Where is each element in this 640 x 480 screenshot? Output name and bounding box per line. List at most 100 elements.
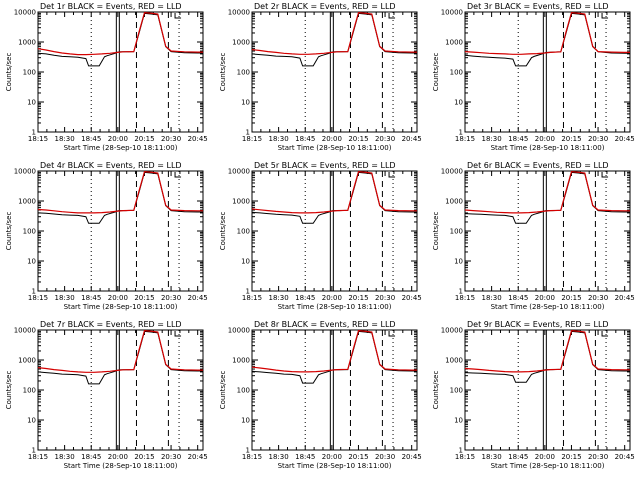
y-tick-label: 10000 [441,327,463,335]
y-tick-label: 10 [241,417,250,425]
panel-title: Det 8r BLACK = Events, RED = LLD [254,320,396,329]
plot-frame [251,329,418,451]
series-line-events [251,12,417,67]
x-tick-label: 20:45 [402,453,422,461]
x-tick-label: 20:30 [588,453,608,461]
plot-frame [251,170,418,292]
series-line-lld [251,12,417,55]
x-tick-label: 18:45 [81,453,101,461]
series-line-events [251,330,417,384]
y-tick-label: 1 [246,288,250,296]
x-tick-label: 20:45 [615,453,635,461]
y-tick-label: 100 [23,69,36,77]
x-tick-label: 20:45 [188,453,208,461]
y-tick-label: 100 [237,69,250,77]
y-tick-label: 1000 [232,198,250,206]
y-tick-label: 10000 [14,168,36,176]
panel-title: Det 5r BLACK = Events, RED = LLD [254,161,396,170]
panel-title: Det 7r BLACK = Events, RED = LLD [40,320,182,329]
panel-title: Det 3r BLACK = Events, RED = LLD [467,2,609,11]
y-tick-label: 1000 [18,357,36,365]
x-tick-label: 18:45 [508,135,528,143]
x-tick-label: 20:15 [134,294,154,302]
panel-title: Det 9r BLACK = Events, RED = LLD [467,320,609,329]
x-axis-label: Start Time (28-Sep-10 18:11:00) [64,144,178,152]
bracket-mark [388,172,396,178]
x-tick-label: 20:15 [348,135,368,143]
x-tick-label: 20:45 [188,135,208,143]
x-tick-label: 18:45 [295,453,315,461]
x-tick-label: 18:30 [482,135,502,143]
x-tick-label: 20:00 [108,453,128,461]
x-tick-label: 20:45 [615,294,635,302]
series-line-lld [464,12,630,55]
series-line-lld [37,330,203,373]
y-tick-label: 10 [27,258,36,266]
x-tick-label: 18:30 [482,294,502,302]
x-tick-label: 20:30 [375,135,395,143]
y-axis-label: Counts/sec [432,53,440,92]
x-tick-label: 18:15 [242,294,262,302]
y-tick-label: 1000 [445,357,463,365]
x-tick-label: 20:30 [161,453,181,461]
bracket-mark [388,13,396,19]
y-tick-label: 100 [23,387,36,395]
x-tick-label: 20:30 [375,294,395,302]
y-tick-label: 100 [23,228,36,236]
plot-frame [37,170,204,292]
x-axis-label: Start Time (28-Sep-10 18:11:00) [491,462,605,470]
x-axis-label: Start Time (28-Sep-10 18:11:00) [278,462,392,470]
series-line-lld [251,171,417,214]
x-tick-label: 18:45 [81,294,101,302]
series-line-lld [464,171,630,214]
x-tick-label: 20:15 [561,294,581,302]
detector-panel-7: Det 7r BLACK = Events, RED = LLD 1 10 100 10… [5,320,208,470]
y-tick-label: 1 [246,129,250,137]
y-axis-label: Counts/sec [432,212,440,251]
y-tick-label: 1 [32,129,36,137]
x-axis-label: Start Time (28-Sep-10 18:11:00) [491,144,605,152]
x-tick-label: 18:30 [55,453,75,461]
x-axis-label: Start Time (28-Sep-10 18:11:00) [64,303,178,311]
x-tick-label: 18:30 [269,453,289,461]
bracket-mark [601,13,609,19]
x-tick-label: 20:00 [108,135,128,143]
y-tick-label: 1 [32,288,36,296]
y-tick-label: 1 [459,129,463,137]
x-tick-label: 20:30 [588,135,608,143]
y-tick-label: 10 [27,417,36,425]
y-tick-label: 10000 [228,9,250,17]
plot-frame [37,329,204,451]
plot-frame [464,329,631,451]
y-tick-label: 1 [459,447,463,455]
x-tick-label: 18:30 [269,294,289,302]
x-tick-label: 18:15 [242,135,262,143]
series-line-events [464,171,630,224]
y-tick-label: 1000 [18,198,36,206]
x-tick-label: 18:15 [455,135,475,143]
x-tick-label: 20:00 [535,294,555,302]
x-tick-label: 20:45 [402,294,422,302]
y-tick-label: 10000 [228,168,250,176]
x-tick-label: 18:45 [508,294,528,302]
y-tick-label: 1000 [232,39,250,47]
series-line-events [464,12,630,67]
series-line-events [251,171,417,224]
bracket-mark [174,172,182,178]
y-tick-label: 10 [241,258,250,266]
panel-title: Det 1r BLACK = Events, RED = LLD [40,2,182,11]
detector-panel-9: Det 9r BLACK = Events, RED = LLD 1 10 100 10… [432,320,635,470]
x-tick-label: 20:30 [161,135,181,143]
detector-panel-1: Det 1r BLACK = Events, RED = LLD 1 10 100 10… [5,2,208,152]
x-tick-label: 18:30 [55,294,75,302]
x-tick-label: 20:15 [561,453,581,461]
y-tick-label: 10000 [14,327,36,335]
plot-frame [464,170,631,292]
plot-frame [464,11,631,133]
detector-panel-5: Det 5r BLACK = Events, RED = LLD 1 10 100 10… [219,161,422,311]
y-tick-label: 100 [450,387,463,395]
y-tick-label: 100 [450,69,463,77]
y-tick-label: 10000 [228,327,250,335]
x-tick-label: 18:15 [28,453,48,461]
y-tick-label: 1 [459,288,463,296]
